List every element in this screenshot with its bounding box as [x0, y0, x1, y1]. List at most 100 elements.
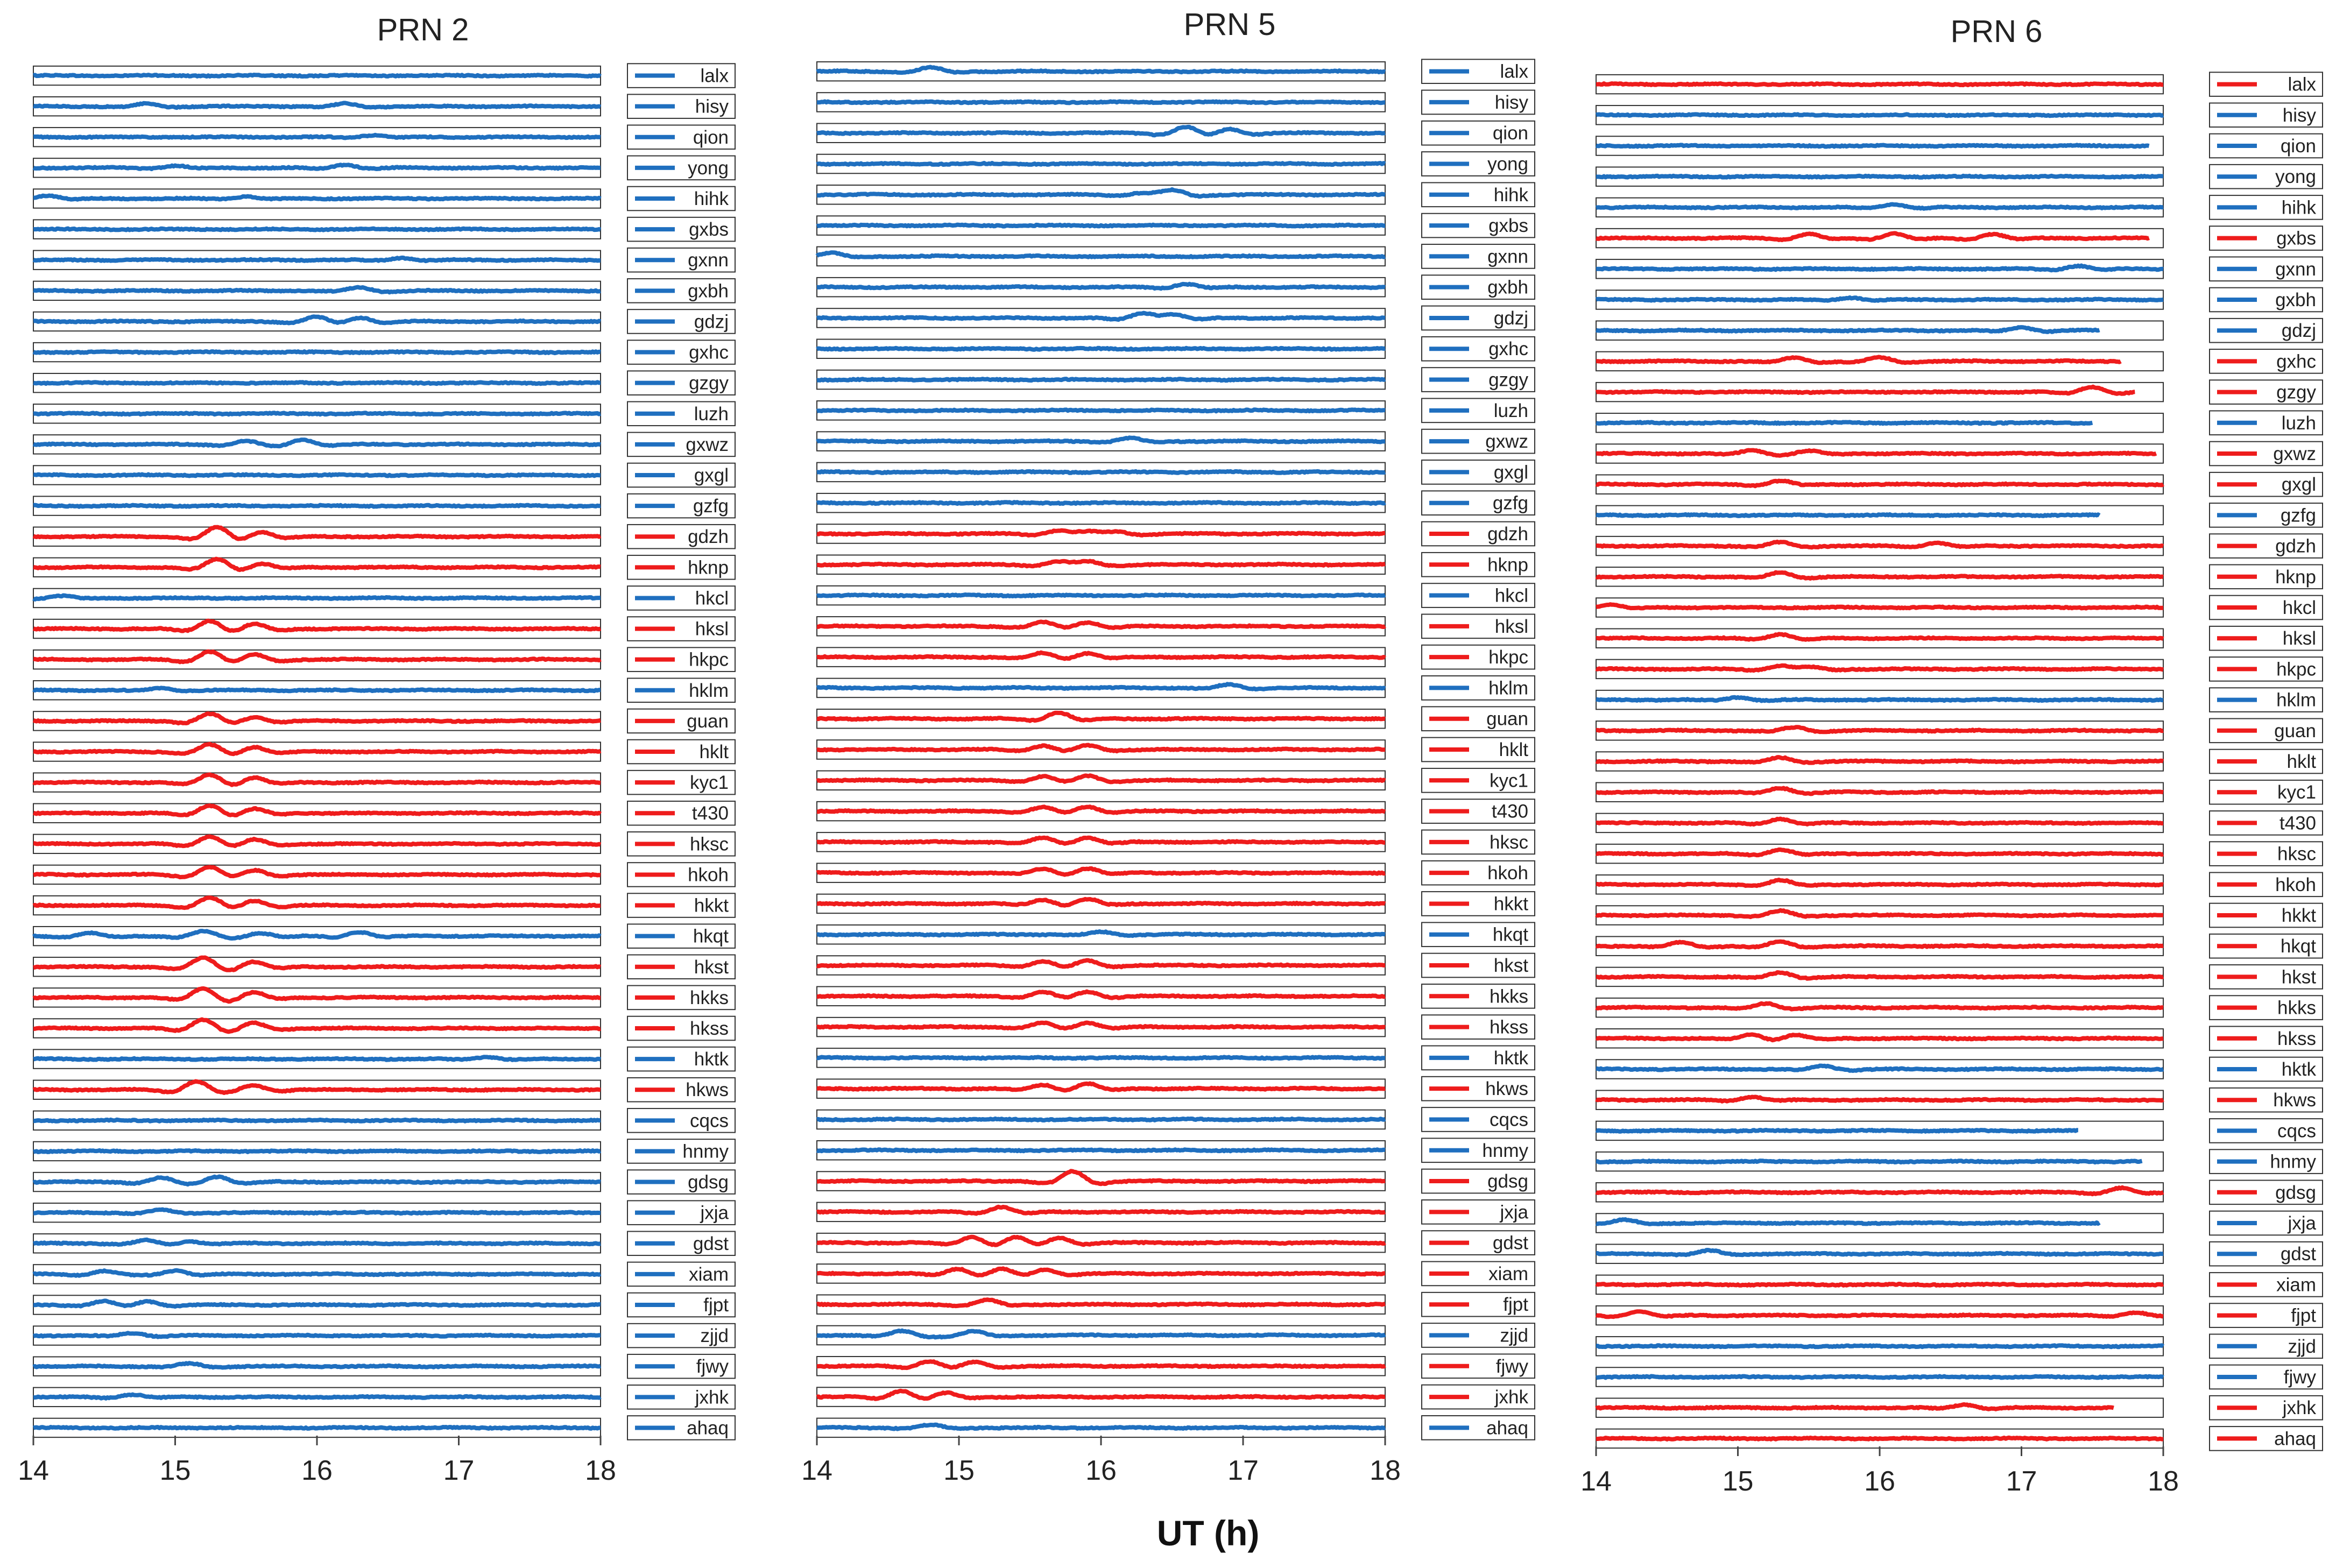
trace-gxbh — [32, 285, 602, 295]
trace-hisy — [32, 101, 602, 110]
x-tick-label: 17 — [443, 1455, 475, 1486]
legend-label-cqcs: cqcs — [1490, 1109, 1528, 1130]
legend-label-luzh: luzh — [1494, 400, 1528, 421]
trace-hktk — [32, 1055, 602, 1062]
trace-xiam — [32, 1268, 602, 1278]
x-axis-label: UT (h) — [1157, 1513, 1260, 1553]
trace-yong — [816, 161, 1386, 167]
trace-hisy — [816, 99, 1386, 105]
trace-gxhc — [1595, 355, 2122, 365]
legend-label-gdsg: gdsg — [1487, 1171, 1528, 1192]
trace-gxgl — [816, 469, 1386, 475]
legend-label-hkoh: hkoh — [688, 864, 729, 885]
trace-hihk — [816, 187, 1386, 199]
legend-label-gxbh: gxbh — [2275, 289, 2316, 310]
legend-label-hknp: hknp — [688, 557, 729, 578]
subplot-frame-yong — [1596, 166, 2164, 187]
trace-xiam — [816, 1266, 1386, 1278]
legend-label-hkcl: hkcl — [1495, 585, 1528, 606]
trace-hkws — [816, 1081, 1386, 1093]
trace-t430 — [32, 803, 602, 817]
legend-label-gzgy: gzgy — [1488, 370, 1528, 391]
legend-label-hklm: hklm — [1488, 677, 1528, 698]
legend-label-hkws: hkws — [686, 1079, 729, 1100]
trace-hkws — [32, 1079, 602, 1095]
trace-hkss — [32, 1017, 602, 1034]
subplot-frame-gxhc — [1596, 351, 2164, 372]
legend-label-gdst: gdst — [2281, 1244, 2316, 1265]
legend-label-hklm: hklm — [689, 680, 729, 701]
legend-label-hkcl: hkcl — [695, 588, 729, 609]
trace-guan — [1595, 725, 2164, 734]
trace-zjjd — [32, 1331, 602, 1339]
trace-hnmy — [816, 1147, 1386, 1154]
trace-qion — [32, 132, 602, 140]
trace-gdzj — [1595, 325, 2100, 334]
trace-gxnn — [1595, 263, 2164, 273]
legend-label-hksl: hksl — [1495, 616, 1528, 637]
trace-gzfg — [32, 503, 602, 509]
trace-hklm — [816, 682, 1386, 691]
trace-hkcl — [1595, 602, 2164, 611]
panel-3: PRN 6 lalx hisy qion yong hihk gxbs gxnn gxbh gdz… — [1580, 14, 2323, 1497]
x-tick-label: 14 — [1580, 1466, 1612, 1497]
legend-label-gxwz: gxwz — [2273, 443, 2316, 464]
legend-label-gxbs: gxbs — [1488, 215, 1528, 236]
legend-label-hisy: hisy — [2283, 105, 2317, 126]
trace-gdst — [816, 1234, 1386, 1247]
legend-box-zjjd — [2209, 1333, 2323, 1359]
legend-label-hnmy: hnmy — [2270, 1152, 2316, 1173]
legend-label-hkpc: hkpc — [689, 649, 729, 670]
legend-label-lalx: lalx — [700, 66, 729, 87]
trace-hkst — [816, 958, 1386, 970]
legend-label-hisy: hisy — [1495, 92, 1529, 113]
trace-gdst — [1595, 1248, 2164, 1258]
trace-gzgy — [1595, 384, 2136, 396]
x-tick-label: 17 — [1227, 1455, 1259, 1486]
trace-jxhk — [816, 1388, 1386, 1401]
trace-gdsg — [32, 1174, 602, 1187]
legend-label-jxja: jxja — [1499, 1202, 1528, 1223]
legend-label-fjwy: fjwy — [696, 1356, 729, 1377]
legend-label-gxgl: gxgl — [1494, 462, 1528, 483]
trace-gdzj — [816, 310, 1386, 322]
trace-gxbh — [1595, 295, 2164, 303]
trace-xiam — [1595, 1281, 2164, 1288]
legend-label-hkpc: hkpc — [1488, 647, 1528, 668]
trace-hklm — [32, 686, 602, 694]
trace-ahaq — [32, 1425, 602, 1431]
trace-hisy — [1595, 112, 2164, 118]
trace-luzh — [32, 411, 602, 417]
x-tick-label: 16 — [1864, 1466, 1895, 1497]
legend-label-zjjd: zjjd — [2288, 1336, 2316, 1357]
trace-hnmy — [1595, 1159, 2143, 1165]
trace-cqcs — [1595, 1127, 2079, 1134]
legend-label-gxbh: gxbh — [1487, 277, 1528, 298]
legend-label-hkks: hkks — [1490, 986, 1528, 1007]
subplot-frame-t430 — [1596, 813, 2164, 834]
trace-hkkt — [32, 895, 602, 910]
trace-hktk — [1595, 1063, 2164, 1073]
trace-cqcs — [816, 1116, 1386, 1122]
trace-jxhk — [32, 1392, 602, 1401]
x-tick-label: 18 — [585, 1455, 616, 1486]
legend-label-fjwy: fjwy — [1496, 1356, 1529, 1377]
legend-label-luzh: luzh — [694, 404, 729, 425]
legend-label-hkoh: hkoh — [2275, 874, 2316, 895]
trace-gxgl — [1595, 478, 2165, 489]
legend-label-gxhc: gxhc — [689, 342, 729, 363]
trace-hkpc — [1595, 663, 2164, 673]
trace-hklt — [32, 741, 602, 757]
trace-fjwy — [816, 1359, 1386, 1371]
legend-label-hkst: hkst — [1494, 955, 1528, 976]
legend-label-gzgy: gzgy — [2276, 382, 2316, 403]
trace-fjpt — [816, 1297, 1386, 1309]
panel-2: PRN 5 lalx hisy qion yong hihk gxbs gxnn gxbh gdz… — [801, 7, 1535, 1486]
trace-lalx — [816, 65, 1386, 75]
legend-label-yong: yong — [2275, 166, 2316, 187]
legend-label-hkws: hkws — [1485, 1078, 1528, 1099]
legend-label-hihk: hihk — [694, 188, 729, 209]
trace-kyc1 — [32, 772, 602, 787]
